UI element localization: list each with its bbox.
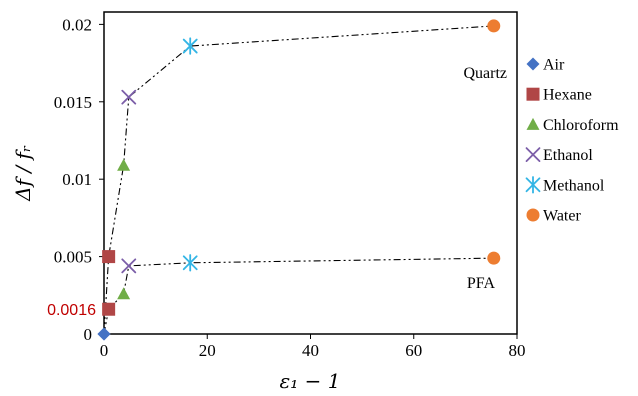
legend-marker-hexane: [526, 87, 540, 101]
y-tick-label: 0.015: [54, 93, 92, 112]
legend-marker-chloroform: [526, 117, 540, 130]
legend-label-water: Water: [543, 208, 581, 225]
legend-label-methanol: Methanol: [543, 177, 605, 194]
point-quartz-methanol: [182, 37, 198, 55]
y-tick-label: 0.02: [62, 15, 92, 34]
legend-label-hexane: Hexane: [543, 87, 592, 104]
legend-label-ethanol: Ethanol: [543, 147, 593, 164]
legend-item-water: Water: [526, 208, 581, 225]
data-points: [97, 19, 501, 341]
point-pfa-air: [97, 327, 111, 341]
legend: Air Hexane Chloroform Ethanol Methanol Water: [525, 57, 619, 225]
legend-item-air: Air: [526, 57, 565, 74]
point-pfa-methanol: [182, 254, 198, 272]
point-quartz-water: [487, 19, 501, 33]
legend-marker-air: [526, 57, 540, 71]
point-quartz-chloroform: [117, 158, 131, 171]
legend-item-hexane: Hexane: [526, 87, 592, 104]
x-tick-label: 60: [405, 341, 422, 360]
point-pfa-hexane: [102, 302, 116, 316]
legend-marker-methanol: [525, 176, 541, 194]
annotations: 0.0016: [47, 302, 96, 319]
y-tick-label: 0: [84, 325, 93, 344]
y-tick-label: 0.01: [62, 170, 92, 189]
legend-marker-water: [526, 208, 540, 222]
legend-label-air: Air: [543, 57, 565, 74]
annotation-value: 0.0016: [47, 302, 96, 319]
series-label-quartz: Quartz: [463, 65, 507, 82]
y-tick-label: 0.005: [54, 248, 92, 267]
series-lines: [103, 25, 494, 335]
point-pfa-water: [487, 251, 501, 265]
point-pfa-ethanol: [121, 258, 137, 274]
point-quartz-hexane: [102, 250, 116, 264]
series-labels: Quartz PFA: [463, 65, 507, 292]
legend-item-ethanol: Ethanol: [525, 147, 593, 164]
series-line-pfa: [103, 257, 494, 335]
series-label-pfa: PFA: [467, 275, 496, 292]
y-axis-ticks: 0 0.005 0.01 0.015 0.02: [54, 15, 104, 344]
series-line-quartz: [103, 25, 494, 335]
point-quartz-ethanol-stroke-b: [121, 89, 137, 105]
x-tick-label: 0: [100, 341, 109, 360]
x-axis-ticks: 0 20 40 60 80: [100, 334, 526, 360]
x-tick-label: 40: [302, 341, 319, 360]
legend-item-chloroform: Chloroform: [526, 117, 619, 134]
point-pfa-ethanol-stroke-b: [121, 258, 137, 274]
point-quartz-ethanol: [121, 89, 137, 105]
point-pfa-chloroform: [117, 287, 131, 300]
legend-marker-ethanol: [525, 147, 541, 163]
legend-item-methanol: Methanol: [525, 176, 605, 194]
legend-label-chloroform: Chloroform: [543, 117, 619, 134]
x-axis-title: ε₁ − 1: [280, 369, 341, 393]
y-axis-title: Δf / fᵣ: [11, 145, 35, 202]
legend-marker-ethanol-stroke-b: [525, 147, 541, 163]
x-tick-label: 20: [199, 341, 216, 360]
x-tick-label: 80: [509, 341, 526, 360]
plot-area-frame: [103, 11, 518, 335]
